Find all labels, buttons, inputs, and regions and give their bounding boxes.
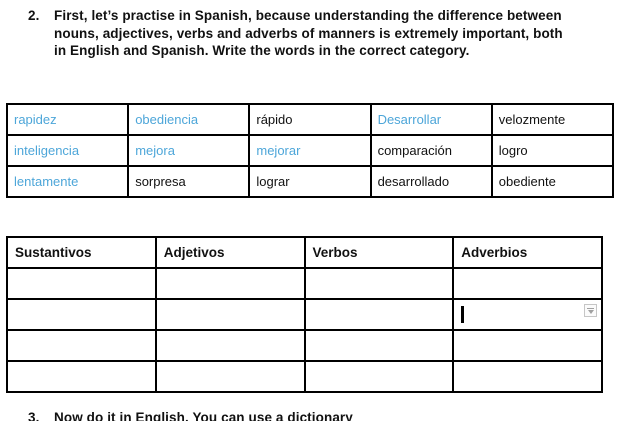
category-cell[interactable] — [303, 267, 455, 300]
word-bank-table: rapidez obediencia rápido Desarrollar ve… — [5, 103, 615, 198]
word-bank-row: lentamente sorpresa lograr desarrollado … — [5, 165, 615, 198]
word-bank-cell: Desarrollar — [369, 103, 493, 136]
word-bank-cell: velozmente — [490, 103, 615, 136]
category-cell[interactable] — [303, 360, 455, 393]
category-cell[interactable] — [452, 329, 603, 362]
word-bank-cell: rápido — [248, 103, 372, 136]
category-cell[interactable] — [452, 267, 603, 300]
word-bank-cell: comparación — [369, 134, 493, 167]
category-cell[interactable] — [6, 329, 157, 362]
word-bank-word: mejorar — [256, 143, 301, 158]
word-bank-cell: rapidez — [5, 103, 130, 136]
word-bank-cell: lograr — [248, 165, 372, 198]
word-bank-cell: logro — [490, 134, 615, 167]
category-header-adverbios: Adverbios — [452, 236, 603, 269]
category-cell[interactable] — [6, 267, 157, 300]
category-header-row: Sustantivos Adjetivos Verbos Adverbios — [6, 236, 603, 269]
dropdown-button[interactable] — [584, 304, 597, 317]
category-cell[interactable] — [452, 360, 603, 393]
word-bank-word: mejora — [135, 143, 175, 158]
word-bank-row: rapidez obediencia rápido Desarrollar ve… — [5, 103, 615, 136]
category-header-sustantivos: Sustantivos — [6, 236, 157, 269]
word-bank-word: logro — [498, 143, 528, 158]
instruction-line: nouns, adjectives, verbs and adverbs of … — [54, 25, 563, 41]
instruction-text: Now do it in English. You can use a dict… — [54, 409, 614, 421]
instruction-paragraph-3: 3. Now do it in English. You can use a d… — [28, 409, 614, 421]
instruction-paragraph-2: 2. First, let’s practise in Spanish, bec… — [28, 7, 614, 60]
category-row — [6, 298, 603, 331]
word-bank-row: inteligencia mejora mejorar comparación … — [5, 134, 615, 167]
category-cell[interactable] — [154, 360, 306, 393]
word-bank-cell: mejora — [127, 134, 251, 167]
category-row — [6, 360, 603, 393]
word-bank-cell: lentamente — [5, 165, 130, 198]
word-bank-word: rapidez — [14, 112, 57, 127]
category-cell[interactable] — [6, 360, 157, 393]
category-table: Sustantivos Adjetivos Verbos Adverbios — [6, 236, 603, 393]
word-bank-word: velozmente — [498, 112, 566, 127]
word-bank-cell: sorpresa — [127, 165, 251, 198]
category-row — [6, 329, 603, 362]
list-number: 3. — [28, 410, 40, 421]
category-cell[interactable] — [154, 298, 306, 331]
list-number: 2. — [28, 8, 40, 23]
category-row — [6, 267, 603, 300]
word-bank-cell: obediente — [490, 165, 615, 198]
instruction-line: Now do it in English. You can use a dict… — [54, 410, 353, 421]
word-bank-cell: obediencia — [127, 103, 251, 136]
instruction-line: First, let’s practise in Spanish, becaus… — [54, 8, 562, 23]
word-bank-cell: mejorar — [248, 134, 372, 167]
category-cell-active[interactable] — [452, 298, 603, 331]
category-cell[interactable] — [154, 329, 306, 362]
instruction-text: First, let’s practise in Spanish, becaus… — [54, 7, 614, 60]
category-header-verbos: Verbos — [303, 236, 455, 269]
word-bank-word: rápido — [256, 112, 293, 127]
word-bank-word: obediencia — [135, 112, 199, 127]
text-cursor — [461, 306, 465, 323]
word-bank-word: comparación — [377, 143, 452, 158]
word-bank-word: obediente — [498, 174, 556, 189]
word-bank-word: Desarrollar — [377, 112, 442, 127]
word-bank-word: inteligencia — [14, 143, 80, 158]
category-cell[interactable] — [154, 267, 306, 300]
word-bank-word: lograr — [256, 174, 290, 189]
dropdown-arrow-icon — [587, 307, 594, 314]
word-bank-word: desarrollado — [377, 174, 450, 189]
word-bank-word: sorpresa — [135, 174, 186, 189]
word-bank-cell: inteligencia — [5, 134, 130, 167]
category-cell[interactable] — [303, 298, 455, 331]
category-cell[interactable] — [6, 298, 157, 331]
category-header-adjetivos: Adjetivos — [154, 236, 306, 269]
word-bank-word: lentamente — [14, 174, 79, 189]
word-bank-cell: desarrollado — [369, 165, 493, 198]
category-cell[interactable] — [303, 329, 455, 362]
instruction-line: in English and Spanish. Write the words … — [54, 43, 470, 58]
